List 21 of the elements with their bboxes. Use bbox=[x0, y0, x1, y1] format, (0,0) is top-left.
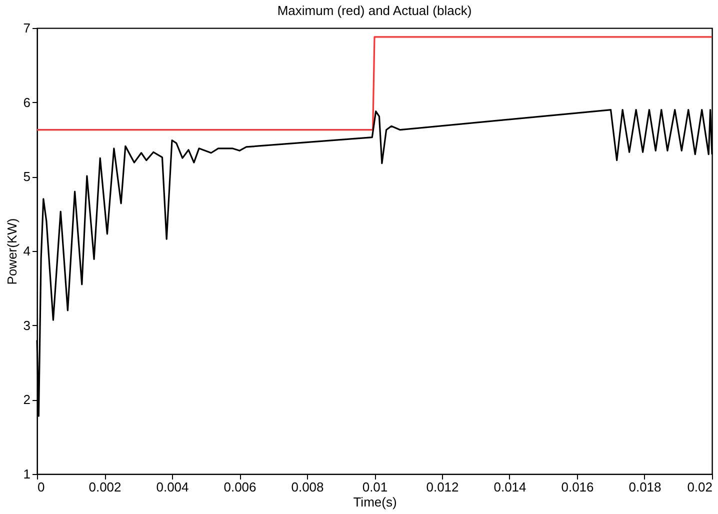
x-tick-label: 0.002 bbox=[88, 480, 122, 494]
x-axis-title: Time(s) bbox=[353, 494, 397, 510]
x-tick-label: 0.006 bbox=[224, 480, 256, 494]
y-tick-label: 4 bbox=[23, 244, 30, 258]
y-tick-label: 5 bbox=[23, 169, 30, 184]
x-tick-label: 0.02 bbox=[687, 480, 712, 494]
x-tick-label: 0.012 bbox=[426, 480, 459, 494]
chart-title: Maximum (red) and Actual (black) bbox=[277, 3, 472, 18]
x-tick-label: 0.014 bbox=[494, 480, 526, 494]
x-tick-label: 0.016 bbox=[561, 480, 594, 494]
y-axis-title: Power(KW) bbox=[4, 218, 20, 285]
x-tick-label: 0.004 bbox=[156, 480, 189, 494]
x-tick-label: 0.01 bbox=[362, 480, 388, 494]
y-tick-label: 1 bbox=[23, 466, 30, 482]
y-tick-label: 7 bbox=[23, 20, 30, 36]
x-tick-label: 0.018 bbox=[628, 480, 662, 494]
x-tick-label: 0.008 bbox=[291, 480, 324, 494]
y-tick-label: 2 bbox=[23, 392, 30, 408]
y-tick-label: 6 bbox=[23, 94, 30, 110]
y-tick-label: 3 bbox=[23, 318, 30, 333]
x-tick-label: 0 bbox=[38, 480, 45, 494]
